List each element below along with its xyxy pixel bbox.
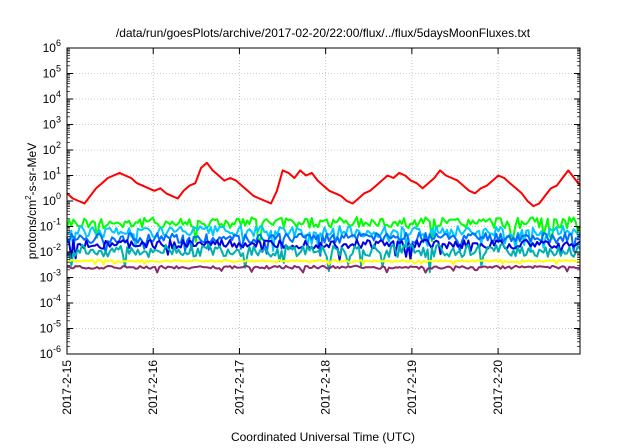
series-line-7 (66, 258, 581, 266)
y-tick-label: 103 (43, 115, 61, 132)
y-tick-exponent: -1 (53, 217, 61, 227)
y-tick-label: 10-1 (40, 217, 61, 234)
series-group (66, 161, 581, 274)
y-tick-exponent: 5 (56, 64, 61, 74)
x-tick-label: 2017-2-19 (405, 360, 419, 415)
y-tick-label: 10-3 (40, 268, 61, 285)
y-tick-label: 102 (43, 140, 61, 157)
y-tick-base: 10 (43, 194, 57, 208)
y-tick-exponent: 2 (56, 140, 61, 150)
y-tick-label: 10-6 (40, 344, 61, 361)
y-tick-exponent: 0 (56, 191, 61, 201)
y-tick-base: 10 (40, 322, 54, 336)
y-tick-base: 10 (40, 296, 54, 310)
y-tick-base: 10 (43, 143, 57, 157)
x-tick-label: 2017-2-20 (491, 360, 505, 415)
y-tick-base: 10 (43, 67, 57, 81)
y-tick-base: 10 (40, 245, 54, 259)
series-line-2 (66, 216, 581, 243)
y-tick-base: 10 (40, 347, 54, 361)
series-line-1 (66, 161, 581, 208)
y-tick-exponent: 3 (56, 115, 61, 125)
y-axis-label: protons/cm2-s-sr-MeV (24, 143, 39, 259)
y-tick-label: 106 (43, 38, 61, 55)
x-tick-label: 2017-2-16 (146, 360, 160, 415)
y-tick-base: 10 (40, 220, 54, 234)
y-tick-exponent: -3 (53, 268, 61, 278)
chart-title: /data/run/goesPlots/archive/2017-02-20/2… (116, 26, 531, 40)
y-tick-label: 101 (43, 166, 61, 183)
y-tick-base: 10 (43, 92, 57, 106)
y-tick-exponent: -6 (53, 344, 61, 354)
series-line-8 (66, 264, 581, 274)
y-tick-exponent: 4 (56, 89, 61, 99)
series-line-4 (66, 231, 581, 257)
y-tick-label: 100 (43, 191, 61, 208)
y-tick-label: 10-4 (40, 293, 61, 310)
series-line-3 (66, 225, 581, 253)
y-tick-exponent: 6 (56, 38, 61, 48)
y-tick-exponent: -2 (53, 242, 61, 252)
y-tick-base: 10 (43, 118, 57, 132)
grid (67, 48, 580, 354)
y-tick-exponent: 1 (56, 166, 61, 176)
y-tick-label: 105 (43, 64, 61, 81)
x-axis-label: Coordinated Universal Time (UTC) (231, 430, 415, 444)
y-tick-label: 10-5 (40, 319, 61, 336)
y-tick-exponent: -5 (53, 319, 61, 329)
y-tick-base: 10 (43, 41, 57, 55)
series-line-6 (66, 243, 581, 274)
x-tick-label: 2017-2-18 (319, 360, 333, 415)
y-tick-label: 10-2 (40, 242, 61, 259)
y-tick-exponent: -4 (53, 293, 61, 303)
plot-frame (66, 47, 581, 355)
y-axis: 10-610-510-410-310-210-11001011021031041… (40, 38, 580, 361)
x-tick-label: 2017-2-15 (60, 360, 74, 415)
y-tick-base: 10 (43, 169, 57, 183)
x-axis: 2017-2-15 2017-2-16 2017-2-17 2017-2-18 2017… (60, 48, 505, 415)
y-tick-label: 104 (43, 89, 61, 106)
y-tick-base: 10 (40, 271, 54, 285)
x-tick-label: 2017-2-17 (232, 360, 246, 415)
